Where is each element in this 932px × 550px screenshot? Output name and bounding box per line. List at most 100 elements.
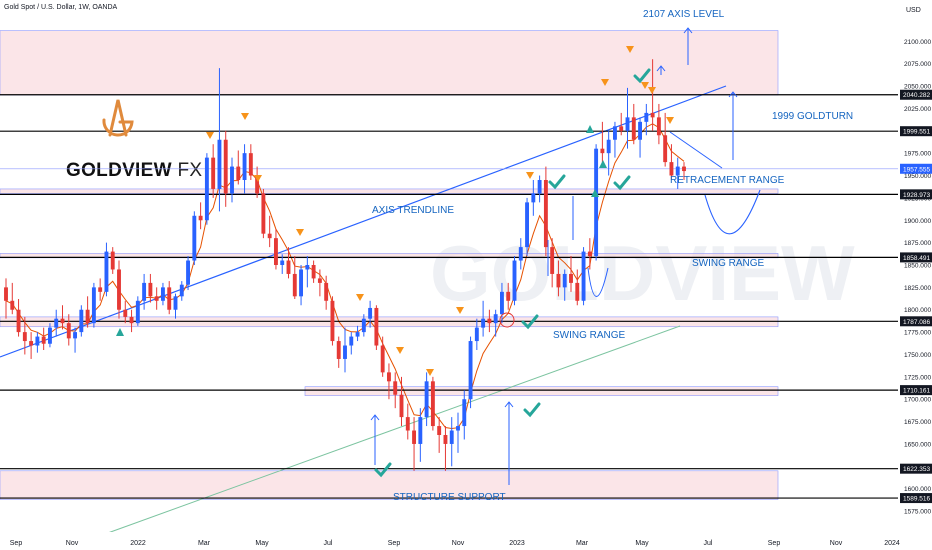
- candle: [223, 130, 228, 207]
- price-tag: [900, 163, 932, 174]
- candle: [60, 305, 65, 330]
- candle-body: [569, 273, 573, 283]
- candle-body: [606, 139, 611, 154]
- candle: [85, 296, 90, 328]
- price-tag: [900, 89, 932, 100]
- candle-body: [236, 166, 241, 180]
- candle-body: [343, 345, 347, 359]
- down-triangle-icon: [396, 347, 404, 354]
- candle-body: [85, 309, 90, 324]
- candle: [386, 363, 391, 400]
- price-tick: 1750.000: [904, 352, 931, 359]
- long-ma-line: [104, 325, 681, 535]
- arrowhead-icon: [656, 65, 666, 72]
- price-tag-value: 1787.086: [903, 319, 930, 326]
- candle-body: [73, 332, 78, 339]
- candle-body: [129, 316, 134, 324]
- price-tick: 1600.000: [904, 486, 931, 493]
- candle: [261, 188, 266, 239]
- price-tag-value: 2040.282: [903, 92, 930, 99]
- candle: [606, 130, 611, 176]
- candle-body: [179, 284, 184, 297]
- swing-curve-small: [587, 267, 609, 297]
- candle-body: [594, 148, 599, 257]
- candle: [255, 166, 260, 198]
- checkmark-icon: [633, 68, 651, 84]
- arrowhead-icon: [728, 91, 738, 98]
- retrace-line: [669, 131, 723, 169]
- candle: [361, 314, 366, 337]
- candle: [79, 305, 84, 337]
- candle: [179, 281, 184, 301]
- down-triangle-icon: [526, 172, 534, 179]
- candle: [217, 68, 222, 212]
- time-axis[interactable]: Sep Nov 2022 Mar May Jul Sep Nov 2023 Mar May Jul Se…: [0, 532, 932, 550]
- candle: [581, 247, 586, 306]
- candle: [499, 282, 504, 324]
- candle: [204, 153, 209, 225]
- candle: [73, 327, 78, 353]
- candle: [575, 269, 580, 306]
- candle-body: [638, 121, 643, 140]
- candle: [600, 121, 605, 167]
- candle: [612, 121, 617, 158]
- time-tick: 2024: [884, 540, 900, 547]
- candle: [481, 300, 486, 337]
- candle: [412, 417, 417, 471]
- price-tick: 1700.000: [904, 397, 931, 404]
- candle-body: [449, 430, 454, 444]
- candle: [186, 256, 191, 291]
- candle-body: [424, 381, 429, 418]
- candle-body: [22, 332, 27, 342]
- candle-body: [437, 426, 442, 435]
- price-tick: 1800.000: [904, 307, 931, 314]
- checkmark-icon: [374, 462, 392, 478]
- candle: [192, 211, 197, 265]
- candle-body: [142, 282, 147, 301]
- candle: [512, 256, 517, 306]
- candle-body: [430, 381, 435, 427]
- candle-body: [79, 309, 84, 333]
- candle-body: [531, 193, 536, 203]
- zone-rect: [0, 188, 779, 194]
- checkmark-icon: [613, 175, 631, 191]
- axis-trendline-label: AXIS TRENDLINE: [372, 205, 454, 216]
- candle: [518, 238, 523, 270]
- candle-body: [556, 273, 561, 288]
- candle-body: [506, 291, 511, 301]
- price-axis[interactable]: 2100.000 2075.000 2050.000 2025.000 1975.000…: [898, 0, 932, 550]
- candle-body: [267, 233, 272, 239]
- candle: [280, 254, 285, 274]
- price-tag: [900, 316, 932, 327]
- candle-body: [468, 341, 473, 400]
- candle-body: [154, 296, 159, 301]
- candle: [173, 293, 178, 319]
- candle-body: [16, 309, 21, 333]
- candle: [531, 180, 536, 216]
- 2107-axis-level-label: 2107 AXIS LEVEL: [643, 9, 725, 20]
- arrowhead-icon: [683, 27, 693, 34]
- price-tick: 2075.000: [904, 61, 931, 68]
- down-triangle-icon: [456, 307, 464, 314]
- candle-body: [625, 117, 630, 131]
- brand-suffix: FX: [177, 160, 203, 181]
- candle: [330, 296, 335, 346]
- candle-body: [211, 157, 216, 189]
- candle-body: [66, 323, 71, 339]
- candle-body: [186, 260, 191, 285]
- candle: [267, 215, 272, 248]
- candle: [506, 282, 511, 310]
- candle-body: [280, 260, 285, 265]
- candle-body: [418, 417, 423, 444]
- candle: [54, 309, 59, 337]
- zone-rect: [304, 386, 779, 396]
- candle: [430, 376, 435, 431]
- candle: [4, 278, 8, 319]
- candle: [349, 332, 354, 355]
- down-triangle-icon: [626, 46, 634, 53]
- time-tick: Sep: [388, 540, 401, 547]
- price-tick: 2100.000: [904, 39, 931, 46]
- candle: [619, 112, 624, 136]
- time-tick: May: [255, 540, 269, 547]
